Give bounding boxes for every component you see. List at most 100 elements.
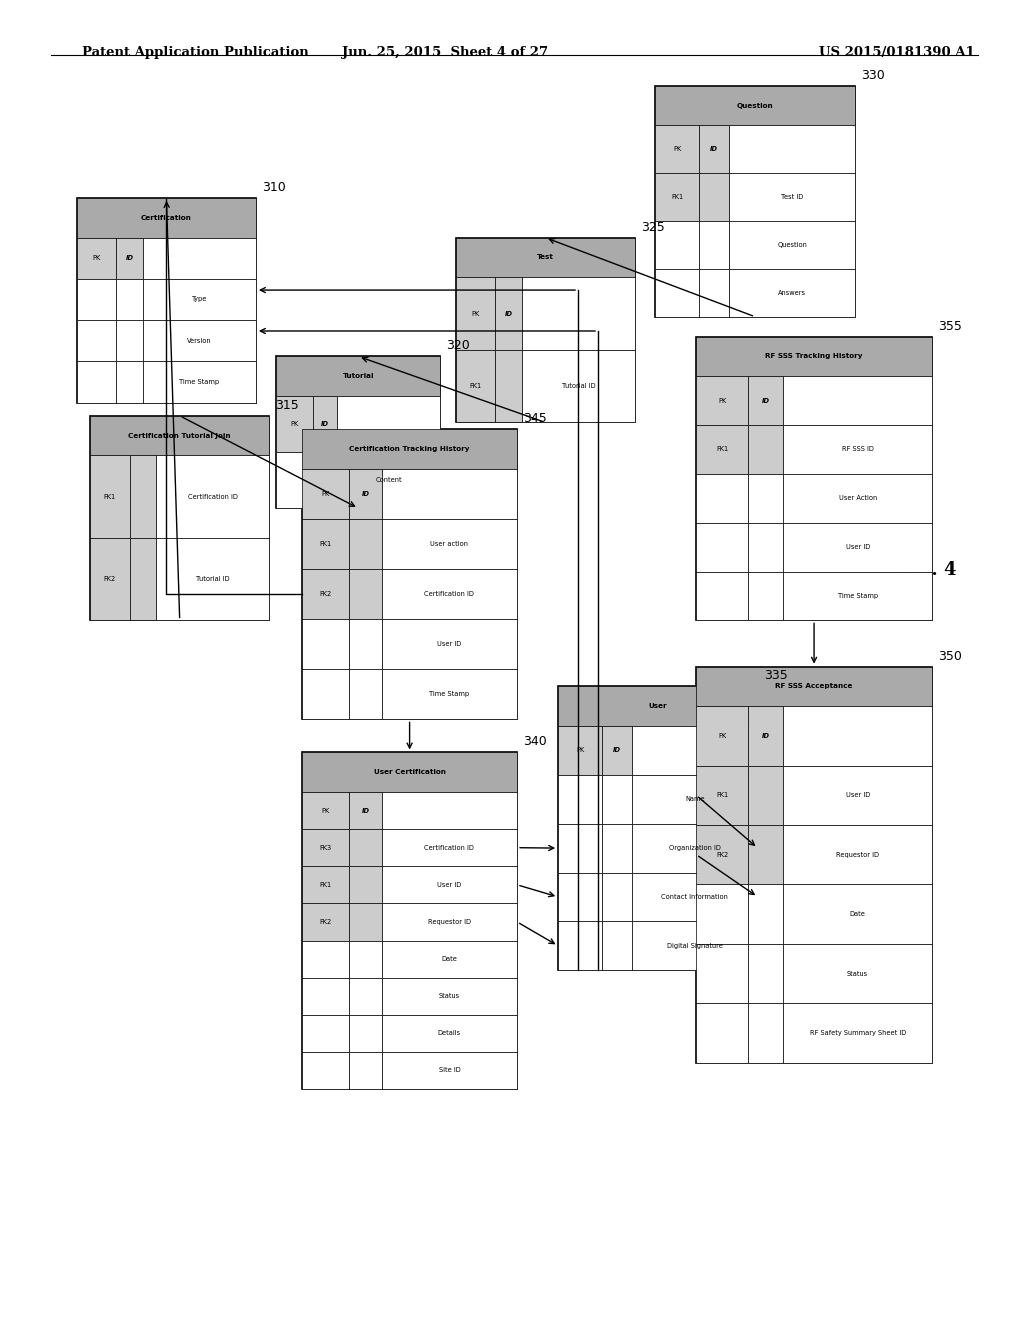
Bar — [699, 173, 729, 220]
Text: ID: ID — [762, 733, 770, 739]
Text: Fig. 4: Fig. 4 — [899, 561, 956, 579]
Text: FK2: FK2 — [103, 576, 116, 582]
Bar — [783, 523, 932, 572]
Text: PK: PK — [92, 255, 100, 261]
Text: 330: 330 — [861, 69, 885, 82]
Bar — [655, 173, 699, 220]
Bar — [783, 944, 932, 1003]
Bar — [302, 1052, 349, 1089]
Text: Date: Date — [850, 911, 865, 917]
Text: 350: 350 — [938, 649, 962, 663]
Bar — [302, 619, 349, 669]
Text: PK: PK — [471, 310, 479, 317]
Bar — [696, 523, 749, 572]
Text: Requestor ID: Requestor ID — [837, 851, 880, 858]
Bar — [456, 277, 496, 350]
Bar — [783, 376, 932, 425]
Text: 355: 355 — [938, 319, 962, 333]
Bar — [749, 825, 783, 884]
Bar — [349, 829, 382, 866]
Bar — [456, 350, 496, 422]
Bar — [276, 356, 440, 396]
Bar — [522, 277, 635, 350]
Bar — [302, 829, 349, 866]
Text: Site ID: Site ID — [438, 1068, 460, 1073]
Bar — [729, 125, 855, 173]
Text: Certification Tracking History: Certification Tracking History — [349, 446, 470, 451]
Bar — [783, 572, 932, 620]
Bar — [632, 873, 758, 921]
Text: User ID: User ID — [846, 792, 869, 799]
Bar — [276, 396, 312, 451]
Text: User ID: User ID — [846, 544, 869, 550]
Bar — [749, 706, 783, 766]
Text: Content: Content — [376, 477, 402, 483]
Bar — [558, 921, 602, 970]
Bar — [90, 539, 129, 620]
Bar — [77, 321, 116, 362]
Text: Patent Application Publication: Patent Application Publication — [82, 46, 308, 59]
Text: RF Safety Summary Sheet ID: RF Safety Summary Sheet ID — [810, 1030, 906, 1036]
Bar — [749, 944, 783, 1003]
Bar — [276, 356, 440, 508]
Text: Requestor ID: Requestor ID — [428, 919, 471, 925]
Text: FK2: FK2 — [319, 591, 332, 597]
Bar — [749, 766, 783, 825]
Bar — [602, 921, 632, 970]
Text: Version: Version — [187, 338, 212, 343]
Bar — [116, 362, 143, 403]
Bar — [129, 455, 157, 539]
Text: User ID: User ID — [437, 642, 462, 647]
Bar — [696, 667, 932, 706]
Bar — [655, 269, 699, 317]
Bar — [382, 903, 517, 940]
Bar — [602, 726, 632, 775]
Text: PK: PK — [575, 747, 584, 754]
Bar — [90, 416, 269, 455]
Bar — [349, 903, 382, 940]
Bar — [382, 1015, 517, 1052]
Bar — [558, 726, 602, 775]
Text: Test ID: Test ID — [781, 194, 803, 201]
Bar — [349, 978, 382, 1015]
Bar — [522, 350, 635, 422]
Text: FK1: FK1 — [469, 383, 481, 389]
Bar — [302, 569, 349, 619]
Bar — [496, 350, 522, 422]
Bar — [302, 519, 349, 569]
Bar — [729, 269, 855, 317]
Bar — [90, 416, 269, 620]
Bar — [349, 669, 382, 719]
Text: Question: Question — [777, 242, 807, 248]
Bar — [77, 238, 116, 279]
Bar — [77, 198, 256, 238]
Bar — [302, 792, 349, 829]
Bar — [382, 669, 517, 719]
Bar — [302, 978, 349, 1015]
Bar — [699, 269, 729, 317]
Bar — [143, 279, 256, 321]
Bar — [749, 1003, 783, 1063]
Bar — [337, 396, 440, 451]
Text: Certification ID: Certification ID — [424, 845, 474, 850]
Bar — [749, 474, 783, 523]
Bar — [337, 451, 440, 508]
Bar — [382, 792, 517, 829]
Bar — [729, 173, 855, 220]
Bar — [696, 425, 749, 474]
Text: 325: 325 — [641, 220, 665, 234]
Bar — [302, 752, 517, 792]
Bar — [729, 222, 855, 269]
Text: FK1: FK1 — [319, 882, 332, 888]
Bar — [302, 429, 517, 719]
Bar — [632, 921, 758, 970]
Bar — [696, 944, 749, 1003]
Text: ID: ID — [711, 147, 718, 152]
Bar — [382, 940, 517, 978]
Bar — [143, 321, 256, 362]
Text: User action: User action — [430, 541, 468, 546]
Text: Date: Date — [441, 956, 458, 962]
Text: Details: Details — [438, 1031, 461, 1036]
Text: Tutorial ID: Tutorial ID — [196, 576, 229, 582]
Text: Certification: Certification — [141, 215, 191, 220]
